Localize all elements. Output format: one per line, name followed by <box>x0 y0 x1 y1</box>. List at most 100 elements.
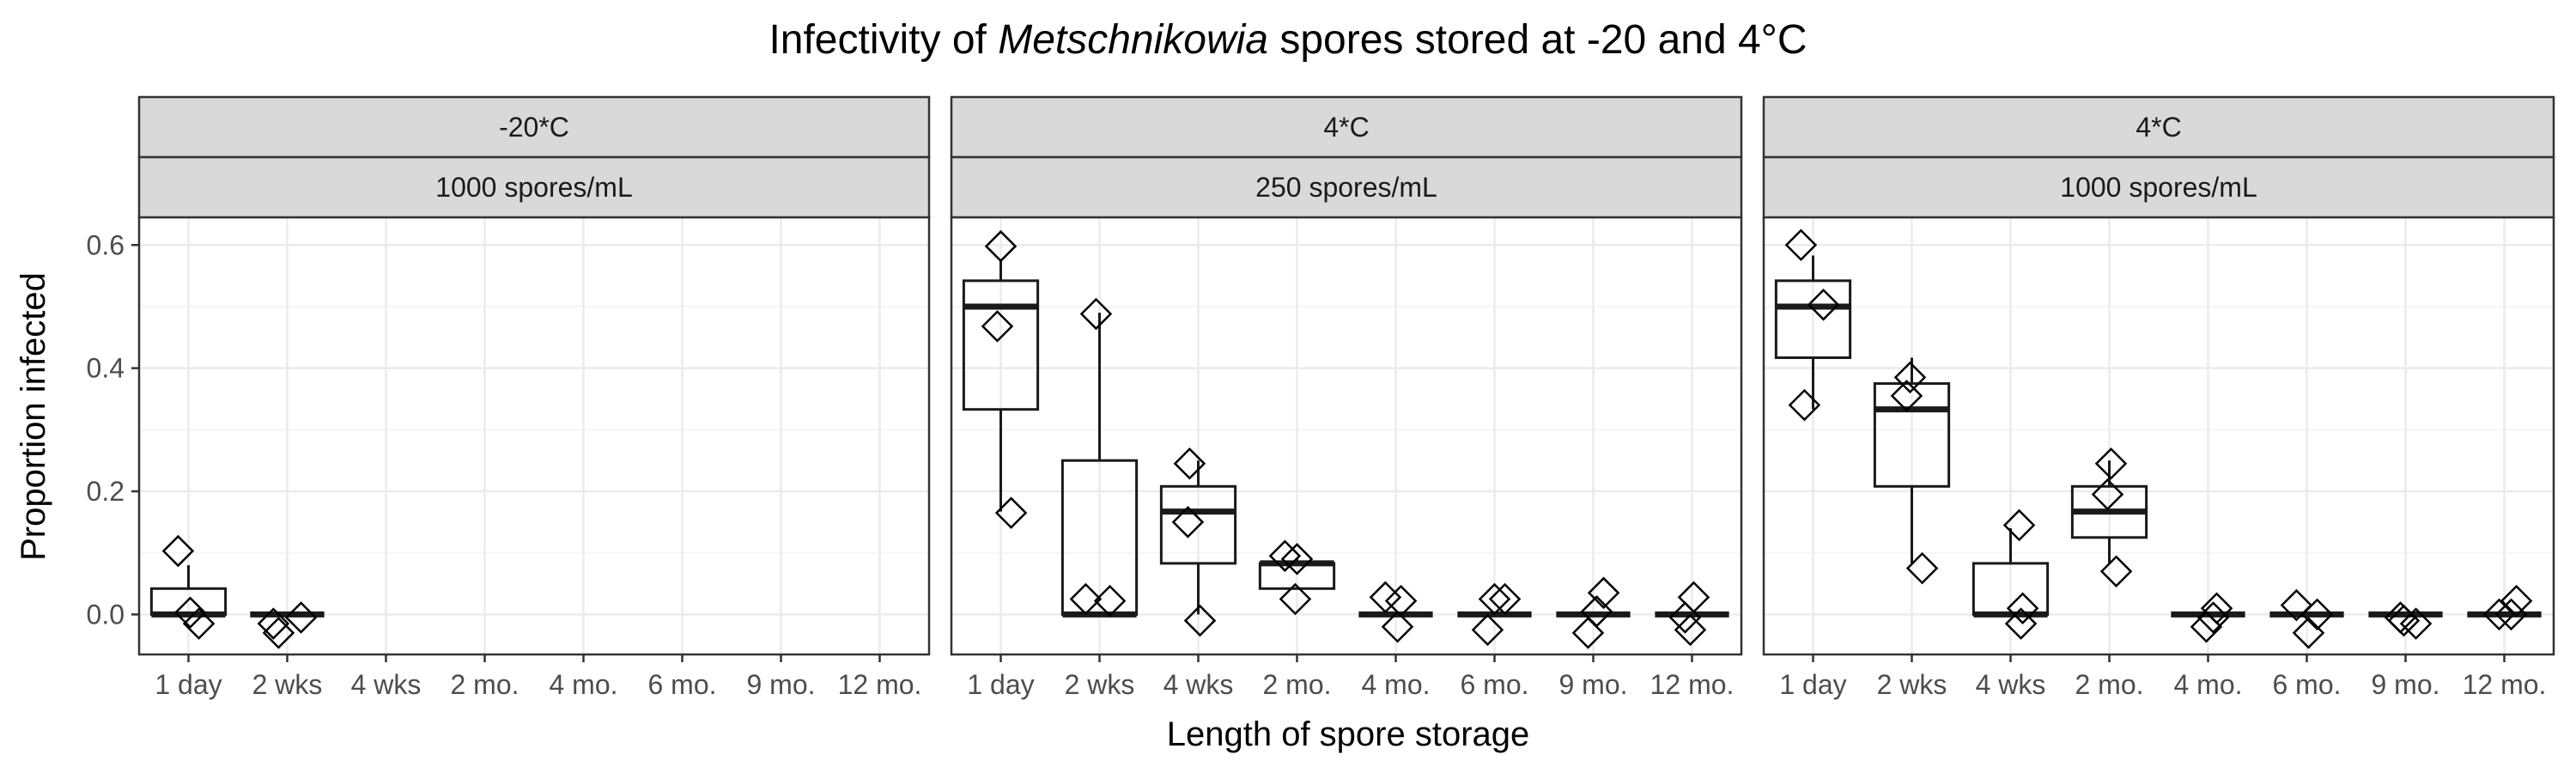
data-point <box>2387 604 2421 637</box>
y-tick-label: 0.4 <box>87 353 125 384</box>
box-1-day <box>962 260 1040 512</box>
box-iqr <box>1873 382 1951 488</box>
x-tick-label: 4 mo. <box>549 669 617 700</box>
data-point <box>2482 598 2516 631</box>
data-point <box>257 607 290 640</box>
box-iqr <box>1159 484 1237 565</box>
data-point <box>1893 361 1927 394</box>
data-point <box>2004 607 2038 640</box>
x-tick-label: 12 mo. <box>2463 669 2547 700</box>
strip-label-temperature: -20*C <box>499 112 569 143</box>
panel-background <box>139 217 929 654</box>
x-tick-label: 2 wks <box>252 669 323 700</box>
box-4-wks <box>1971 528 2050 618</box>
data-point <box>2006 592 2039 625</box>
data-point <box>161 534 195 568</box>
chart-title: Infectivity of Metschnikowia spores stor… <box>769 17 1807 63</box>
data-point <box>2399 607 2433 640</box>
data-point <box>1571 617 1605 649</box>
x-tick-label: 2 wks <box>1877 669 1947 700</box>
box-1-day <box>149 565 228 618</box>
x-tick-label: 1 day <box>155 669 222 700</box>
strip-top-background <box>1762 95 2555 159</box>
strip-top-background <box>950 95 1743 159</box>
x-tick-label: 2 wks <box>1065 669 1135 700</box>
x-tick-label: 12 mo. <box>838 669 922 700</box>
data-point <box>1478 582 1511 616</box>
data-point <box>1674 613 1707 647</box>
box-iqr <box>962 279 1040 411</box>
x-tick-label: 9 mo. <box>746 669 815 700</box>
data-point <box>994 496 1028 529</box>
data-point <box>2500 584 2533 618</box>
x-tick-label: 2 mo. <box>1262 669 1331 700</box>
box-2-wks <box>1060 313 1139 618</box>
x-tick-label: 1 day <box>1779 669 1846 700</box>
data-point <box>2280 588 2313 622</box>
chart-title-italic: Metschnikowia <box>998 17 1268 63</box>
data-point <box>1171 506 1205 539</box>
data-point <box>1905 551 1939 585</box>
x-tick-label: 2 mo. <box>2075 669 2143 700</box>
data-point <box>2099 555 2133 587</box>
x-tick-label: 2 mo. <box>450 669 519 700</box>
data-point <box>1279 582 1312 616</box>
strip-label-concentration: 1000 spores/mL <box>2060 172 2257 203</box>
data-point <box>1788 388 1821 422</box>
panel-background <box>951 217 1741 654</box>
y-axis-title: Proportion infected <box>15 272 52 561</box>
data-point <box>1280 543 1314 575</box>
data-point <box>2190 610 2223 643</box>
data-point <box>1807 289 1840 321</box>
x-tick-label: 6 mo. <box>1460 669 1528 700</box>
data-point <box>2292 617 2325 649</box>
strip-label-temperature: 4*C <box>1323 112 1369 143</box>
strip-bottom-background <box>950 155 1743 219</box>
data-point <box>1784 228 1818 262</box>
data-point <box>2091 478 2124 511</box>
data-point <box>182 607 216 640</box>
x-axis-title: Length of spore storage <box>1167 715 1530 753</box>
data-point <box>1079 297 1113 331</box>
box-iqr <box>1774 279 1852 359</box>
data-point <box>1268 539 1302 573</box>
data-point <box>1488 582 1522 616</box>
chart-title-suffix: spores stored at -20 and 4°C <box>1268 17 1807 63</box>
data-point <box>981 310 1014 343</box>
strip-bottom-background <box>137 155 931 219</box>
strip-label-concentration: 250 spores/mL <box>1255 172 1437 203</box>
x-tick-label: 6 mo. <box>2272 669 2341 700</box>
data-point <box>984 229 1018 263</box>
strip-label-temperature: 4*C <box>2136 112 2181 143</box>
strip-bottom-background <box>1762 155 2555 219</box>
data-point <box>1471 613 1504 647</box>
x-tick-label: 4 wks <box>351 669 422 700</box>
x-tick-label: 9 mo. <box>2371 669 2439 700</box>
data-point <box>2002 508 2036 542</box>
x-tick-label: 4 mo. <box>2173 669 2242 700</box>
y-tick-label: 0.6 <box>87 229 125 260</box>
x-tick-label: 4 wks <box>1976 669 2046 700</box>
strip-top-background <box>137 95 931 159</box>
data-point <box>1173 447 1206 480</box>
data-point <box>284 601 318 634</box>
x-tick-label: 6 mo. <box>647 669 716 700</box>
data-point <box>1093 584 1127 618</box>
box-iqr <box>149 587 228 616</box>
data-point <box>2094 447 2128 480</box>
data-point <box>2300 598 2334 631</box>
facet-panel-2: 4*C 250 spores/mL 1 day 2 wks 4 wks 2 mo. 4 mo… <box>950 95 1743 700</box>
box-iqr <box>1060 459 1139 616</box>
chart-title-prefix: Infectivity of <box>769 17 998 63</box>
data-point <box>173 596 207 630</box>
facet-panel-3: 4*C 1000 spores/mL 1 day 2 wks 4 wks 2 mo. 4 m… <box>1762 95 2555 700</box>
box-2-mo- <box>1258 558 1336 590</box>
x-tick-label: 12 mo. <box>1650 669 1735 700</box>
data-point <box>262 617 295 649</box>
facet-panel-1: -20*C 1000 spores/mL 1 day 2 wks 4 wks 2 mo. 4… <box>137 95 931 700</box>
x-tick-label: 4 mo. <box>1361 669 1430 700</box>
x-tick-label: 4 wks <box>1163 669 1234 700</box>
data-point <box>2196 601 2230 634</box>
x-tick-label: 1 day <box>967 669 1034 700</box>
